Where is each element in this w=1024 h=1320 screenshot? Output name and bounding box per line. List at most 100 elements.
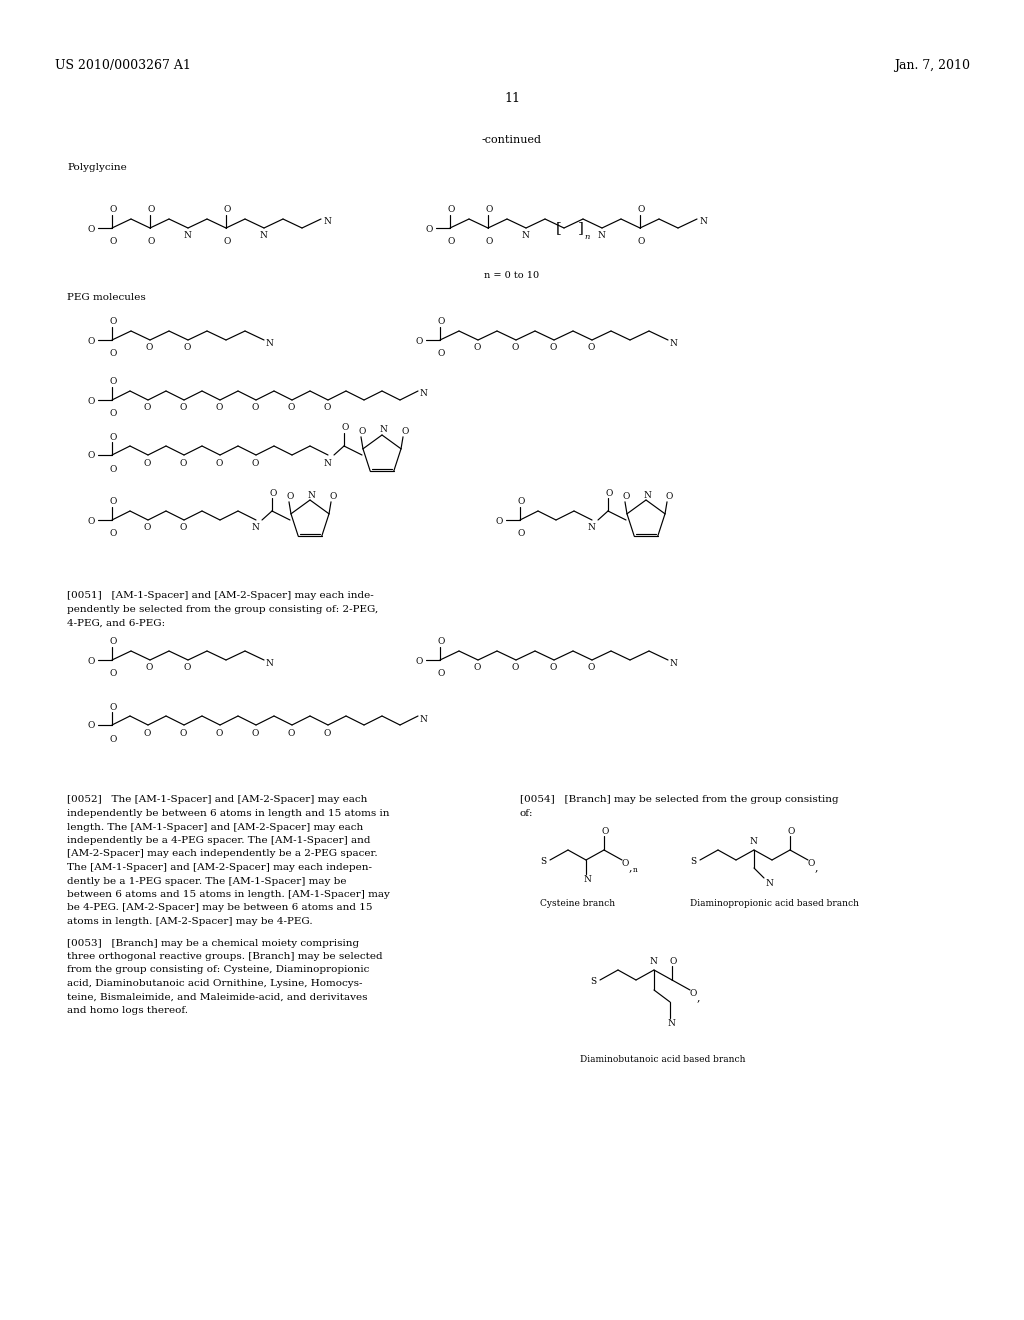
Text: N: N xyxy=(260,231,268,240)
Text: O: O xyxy=(474,343,481,352)
Text: N: N xyxy=(307,491,314,499)
Text: O: O xyxy=(146,664,154,672)
Text: O: O xyxy=(426,224,433,234)
Text: from the group consisting of: Cysteine, Diaminopropionic: from the group consisting of: Cysteine, … xyxy=(67,965,370,974)
Text: pendently be selected from the group consisting of: 2-PEG,: pendently be selected from the group con… xyxy=(67,605,378,614)
Text: N: N xyxy=(670,659,678,668)
Text: O: O xyxy=(670,957,677,965)
Text: S: S xyxy=(690,858,696,866)
Text: O: O xyxy=(690,989,697,998)
Text: Diaminobutanoic acid based branch: Diaminobutanoic acid based branch xyxy=(580,1056,745,1064)
Text: O: O xyxy=(324,729,332,738)
Text: O: O xyxy=(144,729,152,738)
Text: O: O xyxy=(359,428,367,437)
Text: O: O xyxy=(109,238,117,247)
Text: O: O xyxy=(88,516,95,525)
Text: N: N xyxy=(266,659,273,668)
Text: 4-PEG, and 6-PEG:: 4-PEG, and 6-PEG: xyxy=(67,619,165,627)
Text: Polyglycine: Polyglycine xyxy=(67,164,127,173)
Text: O: O xyxy=(401,428,409,437)
Text: The [AM-1-Spacer] and [AM-2-Spacer] may each indepen-: The [AM-1-Spacer] and [AM-2-Spacer] may … xyxy=(67,863,372,873)
Text: N: N xyxy=(251,524,259,532)
Text: O: O xyxy=(110,498,118,507)
Text: N: N xyxy=(522,231,529,240)
Text: [0051]   [AM-1-Spacer] and [AM-2-Spacer] may each inde-: [0051] [AM-1-Spacer] and [AM-2-Spacer] m… xyxy=(67,590,374,599)
Text: O: O xyxy=(110,638,118,647)
Text: ]: ] xyxy=(578,220,584,235)
Text: O: O xyxy=(110,378,118,387)
Text: 11: 11 xyxy=(504,91,520,104)
Text: O: O xyxy=(252,404,259,412)
Text: N: N xyxy=(598,231,606,240)
Text: -continued: -continued xyxy=(482,135,542,145)
Text: N: N xyxy=(379,425,387,434)
Text: S: S xyxy=(540,858,546,866)
Text: O: O xyxy=(288,404,295,412)
Text: [0052]   The [AM-1-Spacer] and [AM-2-Spacer] may each: [0052] The [AM-1-Spacer] and [AM-2-Space… xyxy=(67,796,368,804)
Text: [0053]   [Branch] may be a chemical moiety comprising: [0053] [Branch] may be a chemical moiety… xyxy=(67,939,359,948)
Text: O: O xyxy=(518,498,525,507)
Text: O: O xyxy=(109,529,117,539)
Text: O: O xyxy=(416,337,423,346)
Text: O: O xyxy=(88,656,95,665)
Text: O: O xyxy=(602,826,609,836)
Text: n: n xyxy=(584,234,590,242)
Text: O: O xyxy=(216,404,223,412)
Text: O: O xyxy=(184,664,191,672)
Text: O: O xyxy=(88,722,95,730)
Text: PEG molecules: PEG molecules xyxy=(67,293,145,302)
Text: independently be between 6 atoms in length and 15 atoms in: independently be between 6 atoms in leng… xyxy=(67,809,389,818)
Text: ,: , xyxy=(697,993,700,1002)
Text: O: O xyxy=(486,206,494,214)
Text: N: N xyxy=(266,338,273,347)
Text: [: [ xyxy=(556,220,562,235)
Text: O: O xyxy=(588,343,595,352)
Text: O: O xyxy=(329,492,337,502)
Text: N: N xyxy=(587,524,595,532)
Text: O: O xyxy=(447,238,455,247)
Text: O: O xyxy=(288,729,295,738)
Text: O: O xyxy=(416,656,423,665)
Text: O: O xyxy=(496,516,504,525)
Text: teine, Bismaleimide, and Maleimide-acid, and derivitaves: teine, Bismaleimide, and Maleimide-acid,… xyxy=(67,993,368,1002)
Text: between 6 atoms and 15 atoms in length. [AM-1-Spacer] may: between 6 atoms and 15 atoms in length. … xyxy=(67,890,390,899)
Text: O: O xyxy=(88,224,95,234)
Text: n: n xyxy=(633,866,638,874)
Text: atoms in length. [AM-2-Spacer] may be 4-PEG.: atoms in length. [AM-2-Spacer] may be 4-… xyxy=(67,917,312,927)
Text: O: O xyxy=(110,318,118,326)
Text: O: O xyxy=(788,826,796,836)
Text: O: O xyxy=(180,404,187,412)
Text: dently be a 1-PEG spacer. The [AM-1-Spacer] may be: dently be a 1-PEG spacer. The [AM-1-Spac… xyxy=(67,876,346,886)
Text: O: O xyxy=(517,529,524,539)
Text: N: N xyxy=(323,458,331,467)
Text: N: N xyxy=(766,879,774,888)
Text: O: O xyxy=(437,669,444,678)
Text: O: O xyxy=(449,206,456,214)
Text: O: O xyxy=(342,424,349,433)
Text: O: O xyxy=(109,465,117,474)
Text: O: O xyxy=(110,206,118,214)
Text: O: O xyxy=(144,458,152,467)
Text: O: O xyxy=(486,238,494,247)
Text: N: N xyxy=(699,218,707,227)
Text: O: O xyxy=(110,702,118,711)
Text: O: O xyxy=(88,396,95,405)
Text: O: O xyxy=(224,206,231,214)
Text: O: O xyxy=(146,343,154,352)
Text: Cysteine branch: Cysteine branch xyxy=(540,899,615,908)
Text: O: O xyxy=(88,451,95,461)
Text: O: O xyxy=(148,206,156,214)
Text: O: O xyxy=(474,664,481,672)
Text: O: O xyxy=(252,458,259,467)
Text: O: O xyxy=(109,669,117,678)
Text: O: O xyxy=(88,337,95,346)
Text: N: N xyxy=(749,837,757,846)
Text: N: N xyxy=(649,957,656,966)
Text: US 2010/0003267 A1: US 2010/0003267 A1 xyxy=(55,58,190,71)
Text: O: O xyxy=(180,458,187,467)
Text: O: O xyxy=(109,409,117,418)
Text: O: O xyxy=(623,492,631,502)
Text: O: O xyxy=(252,729,259,738)
Text: independently be a 4-PEG spacer. The [AM-1-Spacer] and: independently be a 4-PEG spacer. The [AM… xyxy=(67,836,371,845)
Text: length. The [AM-1-Spacer] and [AM-2-Spacer] may each: length. The [AM-1-Spacer] and [AM-2-Spac… xyxy=(67,822,364,832)
